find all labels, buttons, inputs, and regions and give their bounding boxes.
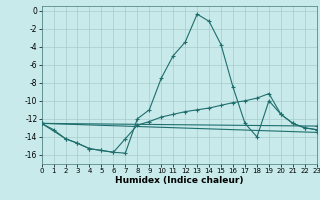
X-axis label: Humidex (Indice chaleur): Humidex (Indice chaleur) bbox=[115, 176, 244, 185]
